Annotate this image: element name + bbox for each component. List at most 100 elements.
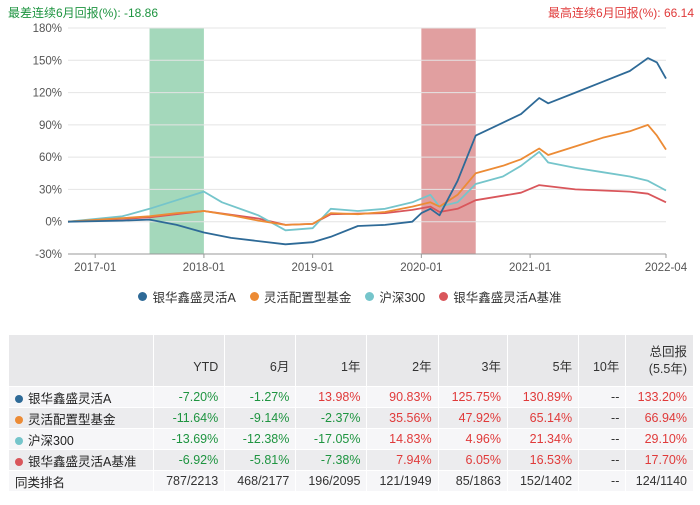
row-name-cell: 灵活配置型基金 xyxy=(7,407,155,429)
value-cell: 121/1949 xyxy=(366,470,439,492)
value-cell: 7.94% xyxy=(366,449,439,471)
value-cell: -12.38% xyxy=(224,428,297,450)
value-cell: 29.10% xyxy=(625,428,694,450)
performance-chart: 180% 150% 120% 90% 60% 30% 0% -30% 2017-01 2018-0… xyxy=(33,23,688,274)
series-dot-icon xyxy=(15,436,23,445)
row-name-cell: 银华鑫盛灵活A基准 xyxy=(7,449,155,471)
legend-dot-icon xyxy=(249,292,259,301)
x-tick-label: 2018-01 xyxy=(183,262,225,274)
value-cell: 65.14% xyxy=(506,407,580,429)
y-tick-label: -30% xyxy=(35,249,62,261)
chart-legend: 银华鑫盛灵活A 灵活配置型基金 沪深300 银华鑫盛灵活A基准 xyxy=(0,287,700,306)
value-cell: 13.98% xyxy=(295,386,368,408)
table-row: 灵活配置型基金 -11.64% -9.14% -2.37% 35.56% 47.92% 65… xyxy=(7,407,694,429)
value-cell: -- xyxy=(578,386,627,408)
table-row: 银华鑫盛灵活A基准 -6.92% -5.81% -7.38% 7.94% 6.05% 16.… xyxy=(7,449,694,471)
value-cell: -- xyxy=(578,449,627,471)
table-header-cell: 10年 xyxy=(578,334,627,387)
x-tick-label: 2019-01 xyxy=(292,262,334,274)
table-header-cell: YTD xyxy=(153,334,226,387)
highlight-band-best_6m xyxy=(421,28,476,254)
value-cell: -9.14% xyxy=(224,407,297,429)
value-cell: 152/1402 xyxy=(506,470,580,492)
value-cell: -13.69% xyxy=(153,428,226,450)
table-row: 银华鑫盛灵活A -7.20% -1.27% 13.98% 90.83% 125.75% 13… xyxy=(7,386,694,408)
legend-dot-icon xyxy=(138,292,148,301)
value-cell: 35.56% xyxy=(366,407,439,429)
series-line-3 xyxy=(67,184,667,226)
value-cell: 468/2177 xyxy=(224,470,297,492)
value-cell: 124/1140 xyxy=(625,470,694,492)
y-tick-label: 90% xyxy=(39,120,62,132)
value-cell: 787/2213 xyxy=(153,470,226,492)
value-cell: 6.05% xyxy=(437,449,508,471)
table-row: 沪深300 -13.69% -12.38% -17.05% 14.83% 4.96% 21.… xyxy=(7,428,694,450)
value-cell: 125.75% xyxy=(437,386,508,408)
y-tick-label: 120% xyxy=(33,88,62,100)
series-dot-icon xyxy=(15,415,23,424)
value-cell: -6.92% xyxy=(153,449,226,471)
value-cell: -7.20% xyxy=(153,386,226,408)
legend-dot-icon xyxy=(439,292,449,301)
value-cell: -5.81% xyxy=(224,449,297,471)
series-line-0 xyxy=(67,57,667,246)
y-tick-label: 0% xyxy=(45,217,62,229)
x-tick-label: 2021-01 xyxy=(509,262,551,274)
value-cell: -17.05% xyxy=(295,428,368,450)
x-tick-label: 2020-01 xyxy=(400,262,442,274)
value-cell: -7.38% xyxy=(295,449,368,471)
value-cell: 47.92% xyxy=(437,407,508,429)
legend-label: 灵活配置型基金 xyxy=(263,291,352,305)
x-tick-label: 2017-01 xyxy=(74,262,116,274)
legend-label: 银华鑫盛灵活A基准 xyxy=(453,291,562,305)
y-tick-label: 180% xyxy=(33,23,62,35)
value-cell: 14.83% xyxy=(366,428,439,450)
value-cell: 21.34% xyxy=(506,428,580,450)
table-header-cell: 6月 xyxy=(224,334,297,387)
row-name-cell: 沪深300 xyxy=(7,428,155,450)
table-header-cell xyxy=(7,334,155,387)
value-cell: -- xyxy=(578,470,627,492)
legend-label: 沪深300 xyxy=(379,291,426,305)
best-6m-return-label: 最高连续6月回报(%): 66.14 xyxy=(547,6,694,20)
row-name-cell: 银华鑫盛灵活A xyxy=(7,386,155,408)
y-tick-label: 150% xyxy=(33,55,62,67)
legend-item[interactable]: 沪深300 xyxy=(365,287,425,306)
series-line-2 xyxy=(67,150,667,232)
value-cell: -2.37% xyxy=(295,407,368,429)
value-cell: -1.27% xyxy=(224,386,297,408)
table-header-cell: 1年 xyxy=(295,334,368,387)
table-header-cell: 2年 xyxy=(366,334,439,387)
series-line-1 xyxy=(67,124,667,226)
value-cell: 16.53% xyxy=(506,449,580,471)
legend-item[interactable]: 银华鑫盛灵活A xyxy=(138,287,236,306)
value-cell: 4.96% xyxy=(437,428,508,450)
legend-dot-icon xyxy=(365,292,375,301)
value-cell: 130.89% xyxy=(506,386,580,408)
value-cell: 85/1863 xyxy=(437,470,508,492)
value-cell: -11.64% xyxy=(153,407,226,429)
series-dot-icon xyxy=(15,394,23,403)
table-header-row: YTD 6月 1年 2年 3年 5年 10年 总回报 (5.5年) xyxy=(7,334,694,387)
returns-table: YTD 6月 1年 2年 3年 5年 10年 总回报 (5.5年) 银华鑫盛灵活A -7.20% -… xyxy=(7,334,694,492)
row-name-cell: 同类排名 xyxy=(7,470,155,492)
legend-label: 银华鑫盛灵活A xyxy=(152,291,236,305)
value-cell: 66.94% xyxy=(625,407,694,429)
series-dot-icon xyxy=(15,457,23,466)
value-cell: -- xyxy=(578,407,627,429)
value-cell: 17.70% xyxy=(625,449,694,471)
value-cell: 133.20% xyxy=(625,386,694,408)
table-header-cell: 总回报 (5.5年) xyxy=(625,334,694,387)
table-header-cell: 5年 xyxy=(506,334,580,387)
value-cell: 90.83% xyxy=(366,386,439,408)
y-tick-label: 60% xyxy=(39,152,62,164)
value-cell: 196/2095 xyxy=(295,470,368,492)
y-tick-label: 30% xyxy=(39,184,62,196)
worst-6m-return-label: 最差连续6月回报(%): -18.86 xyxy=(8,6,159,20)
legend-item[interactable]: 灵活配置型基金 xyxy=(249,287,352,306)
legend-item[interactable]: 银华鑫盛灵活A基准 xyxy=(439,287,562,306)
table-header-cell: 3年 xyxy=(437,334,508,387)
value-cell: -- xyxy=(578,428,627,450)
highlight-band-worst_6m xyxy=(149,28,204,254)
x-tick-label: 2022-04 xyxy=(645,262,688,274)
